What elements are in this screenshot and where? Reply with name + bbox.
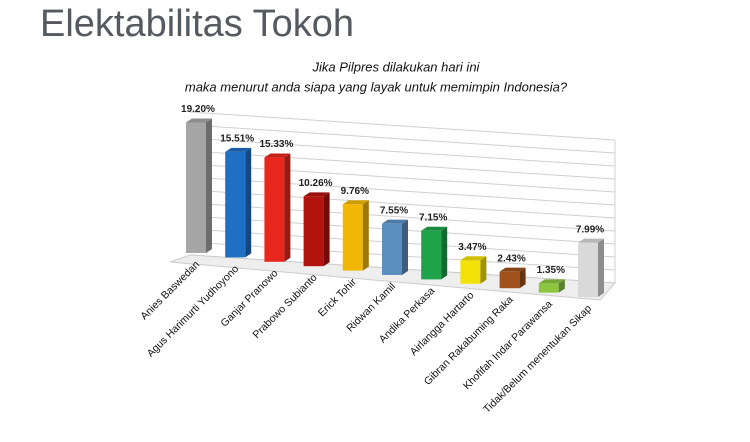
bar-side [480,256,487,284]
bar-top [264,153,291,158]
value-label: 15.33% [259,139,293,150]
bar-side [598,238,604,297]
bar-side [558,279,565,293]
bar-top [225,147,252,152]
bar-front [538,283,559,293]
bar-front [578,242,598,297]
bar [382,219,408,275]
value-label: 7.99% [576,224,604,235]
bar-top [186,118,212,123]
bar-side [245,147,252,258]
bar-front [421,230,442,280]
bar-front [460,260,481,284]
bar-front [499,271,520,289]
chart-subtitle: Jika Pilpres dilakukan hari ini [312,59,481,74]
bar [538,279,565,293]
bar [421,226,448,280]
bar-top [382,219,408,224]
bar-top [303,192,330,197]
bar-side [519,267,526,289]
value-label: 7.55% [380,205,408,216]
bar [342,200,369,271]
value-label: 9.76% [341,186,369,197]
bar-top [421,226,448,231]
bar-top [538,279,565,284]
value-label: 7.15% [419,212,447,223]
bar [578,238,604,297]
value-label: 1.35% [537,265,565,276]
bar [460,256,487,284]
chart-title: Elektabilitas Tokoh [40,3,354,45]
bar-side [441,226,448,280]
value-label: 19.20% [181,104,215,115]
bar-top [499,267,526,272]
bar [499,267,526,289]
bar-side [284,153,291,262]
value-label: 2.43% [497,253,525,264]
bar-front [342,204,363,271]
bar-top [342,200,369,205]
bar-top [578,238,604,243]
chart-subtitle: maka menurut anda siapa yang layak untuk… [185,79,568,94]
bar [225,147,252,258]
bar-side [362,200,369,271]
bar-front [264,157,285,262]
floor [169,254,617,301]
bar-side [402,219,408,275]
value-label: 10.26% [299,178,333,189]
bar-front [186,122,206,253]
bar-front [382,223,402,275]
bar-front [303,196,324,267]
bar-side [206,118,212,253]
bar [264,153,291,262]
bar [186,118,212,253]
bar-top [460,256,487,261]
bar-side [323,192,330,267]
bar-front [225,151,246,258]
value-label: 15.51% [220,134,254,145]
value-label: 3.47% [458,242,486,253]
bar [303,192,330,267]
